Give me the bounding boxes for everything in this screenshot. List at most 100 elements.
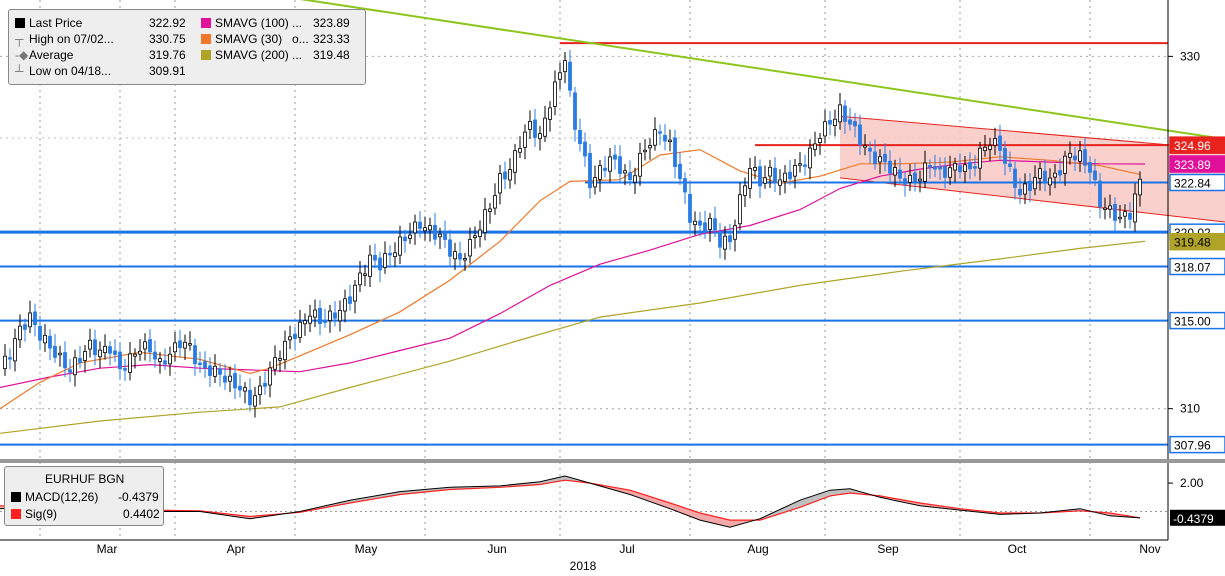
month-label: Nov [1139, 542, 1160, 556]
candle-body [198, 362, 202, 366]
macd-tag-label: -0.4379 [1173, 512, 1214, 526]
candle-body [838, 104, 842, 123]
candle-body [338, 309, 342, 322]
candle-body [113, 350, 117, 355]
candle-body [638, 152, 642, 177]
candles [3, 49, 1142, 418]
price-tag: 324.96 [1169, 136, 1225, 154]
candle-body [228, 375, 232, 382]
channel-fill [840, 116, 1225, 222]
candle-body [918, 178, 922, 182]
candle-body [143, 341, 147, 350]
macd-tag-box [1170, 509, 1225, 526]
candle-body [943, 166, 947, 178]
candle-body [1108, 205, 1112, 210]
candle-body [773, 167, 777, 184]
candle-body [358, 272, 362, 286]
legend-value: 323.89 [313, 16, 350, 30]
candle-body [848, 119, 852, 125]
legend-high: ┬ High on 07/02... 330.75 [15, 31, 186, 47]
macd-histogram-fill [685, 507, 690, 517]
candle-body [688, 193, 692, 223]
signal-line [0, 479, 1141, 521]
candle-body [253, 395, 257, 407]
candle-body [403, 236, 407, 242]
candle-body [348, 296, 352, 304]
candle-body [493, 195, 497, 209]
legend-smavg100: SMAVG (100) ... 323.89 [201, 15, 350, 31]
candle-body [983, 146, 987, 152]
candle-body [58, 352, 62, 356]
candle-body [23, 324, 27, 330]
macd-histogram-fill [840, 489, 845, 495]
candle-body [933, 166, 937, 170]
candle-body [923, 162, 927, 182]
candle-body [438, 233, 442, 238]
candle-body [798, 163, 802, 166]
candle-body [213, 365, 217, 377]
candle-body [713, 218, 717, 231]
candle-body [383, 253, 387, 268]
candle-body [163, 360, 167, 365]
trend-channel [839, 115, 1225, 223]
legend-label: SMAVG (100) [215, 16, 289, 30]
candle-body [593, 177, 597, 188]
price-tag-box [1169, 435, 1225, 454]
price-tag-label: 322.84 [1174, 176, 1211, 190]
candle-body [513, 150, 517, 173]
macd-histogram-fill [800, 498, 805, 508]
candle-body [1098, 180, 1102, 208]
legend-smavg30: SMAVG (30) o... 323.33 [201, 31, 350, 47]
candle-body [123, 368, 127, 371]
candle-body [568, 61, 572, 91]
candle-body [878, 156, 882, 163]
macd-histogram-fill [805, 496, 810, 506]
candle-body [968, 162, 972, 170]
candle-body [623, 170, 627, 174]
month-label: Mar [97, 542, 118, 556]
candle-body [948, 167, 952, 178]
candle-body [1013, 168, 1017, 188]
candle-body [1128, 212, 1132, 220]
candle-body [48, 335, 52, 349]
legend-label: Low on 04/18... [29, 64, 112, 78]
candle-body [723, 235, 727, 250]
candle-body [613, 154, 617, 160]
macd-histogram-fill [680, 506, 685, 515]
price-tag-label: 324.96 [1174, 139, 1211, 153]
candle-body [118, 351, 122, 370]
legend-low: ┴ Low on 04/18... 309.91 [15, 63, 186, 79]
macd-histogram-fill [700, 512, 705, 522]
price-tag-box [1169, 136, 1225, 154]
candle-body [698, 220, 702, 226]
candle-body [958, 165, 962, 173]
candle-body [18, 325, 22, 341]
macd-histogram-fill [730, 520, 735, 528]
time-axis: Mar Apr May Jun Jul Aug Sep Oct Nov 2018 [0, 539, 1168, 573]
price-legend: Last Price 322.92 ┬ High on 07/02... 330.… [8, 9, 366, 85]
macd-line [0, 475, 1141, 528]
candle-body [608, 156, 612, 172]
candle-body [508, 169, 512, 181]
horizontal-levels [0, 42, 1168, 446]
candle-body [1123, 211, 1127, 217]
candle-body [43, 334, 47, 344]
price-tag: 323.89 [1169, 155, 1225, 173]
candle-body [738, 194, 742, 225]
candle-body [313, 309, 317, 318]
candle-body [648, 145, 652, 149]
low-icon: ┴ [15, 64, 24, 78]
candle-body [1133, 193, 1137, 223]
candle-body [443, 231, 447, 240]
candle-body [293, 333, 297, 339]
candle-body [628, 172, 632, 181]
candle-body [158, 358, 162, 362]
candle-body [473, 235, 477, 239]
macd-histogram-fill [830, 489, 835, 496]
candle-body [1113, 203, 1117, 221]
legend-smavg200: SMAVG (200) ... 319.48 [201, 47, 350, 63]
candle-body [298, 321, 302, 338]
macd-histogram-fill [690, 509, 695, 519]
candle-body [303, 320, 307, 325]
